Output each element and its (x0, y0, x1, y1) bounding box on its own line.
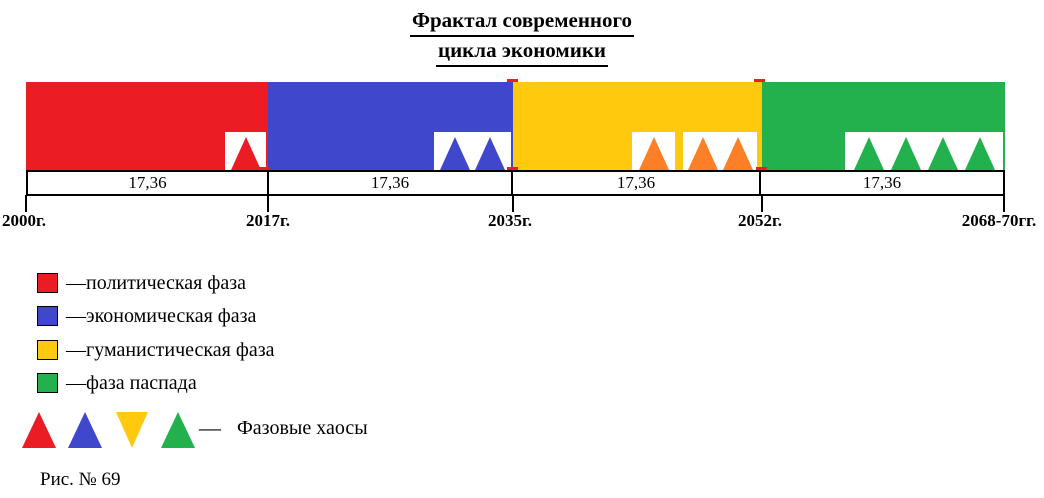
year-label-2068-70: 2068-70гг. (961, 211, 1037, 230)
page-title: Фрактал современного цикла экономики (0, 7, 1044, 67)
phase-bar-political (26, 82, 268, 170)
duration-strip: 17,36 17,36 17,36 17,36 (26, 170, 1005, 196)
boundary-artifact (507, 79, 518, 82)
chaos-triangle (687, 137, 718, 170)
axis-tick-2035 (512, 195, 514, 212)
legend-label-humanistic: —гуманистическая фаза (66, 338, 275, 361)
duration-cell-political: 17,36 (28, 172, 270, 194)
legend-swatch-humanistic (37, 340, 58, 360)
chaos-legend-triangle-blue (68, 412, 102, 448)
duration-cell-economic: 17,36 (269, 172, 514, 194)
legend-item-decay: —фаза паспада (37, 371, 197, 395)
axis-tick-2052 (761, 195, 763, 212)
chaos-triangle (853, 137, 884, 170)
axis-tick-2000 (25, 195, 27, 212)
chaos-legend-triangle-green (161, 412, 195, 448)
chaos-triangle (638, 137, 669, 170)
title-line-2: цикла экономики (435, 37, 609, 67)
chaos-triangle (722, 137, 753, 170)
figure-caption: Рис. № 69 (40, 469, 121, 490)
legend-label-political: —политическая фаза (66, 271, 246, 294)
phase-bar-humanistic (513, 82, 762, 170)
year-label-2017: 2017г. (245, 211, 291, 230)
chaos-box-humanistic-1 (632, 132, 675, 170)
duration-cell-humanistic: 17,36 (513, 172, 761, 194)
chaos-triangle (230, 137, 261, 170)
chaos-legend-triangle-red (22, 412, 56, 448)
phase-bar-decay (762, 82, 1005, 170)
title-line-1: Фрактал современного (409, 7, 635, 37)
year-label-2000: 2000г. (2, 211, 47, 230)
legend-item-economic: —экономическая фаза (37, 304, 256, 328)
legend-swatch-decay (37, 373, 58, 393)
year-label-2035: 2035г. (487, 211, 533, 230)
legend-label-decay: —фаза паспада (66, 371, 197, 394)
boundary-artifact (258, 167, 269, 170)
boundary-artifact (756, 167, 767, 170)
legend-item-humanistic: —гуманистическая фаза (37, 338, 274, 362)
legend-swatch-political (37, 273, 58, 293)
chaos-box-economic (434, 132, 511, 170)
chaos-box-political (225, 132, 266, 170)
phase-bar-economic (268, 82, 513, 170)
chaos-legend-label: Фазовые хаосы (237, 417, 368, 439)
legend-label-economic: —экономическая фаза (66, 304, 257, 327)
year-label-2052: 2052г. (737, 211, 783, 230)
axis-tick-2068 (1003, 195, 1005, 212)
legend-swatch-economic (37, 306, 58, 326)
chaos-triangle (964, 137, 995, 170)
boundary-artifact (754, 79, 765, 82)
chaos-box-decay (845, 132, 1003, 170)
chaos-triangle (890, 137, 921, 170)
chaos-legend-triangle-yellow (116, 412, 148, 448)
boundary-artifact (507, 167, 518, 170)
chaos-box-humanistic-2 (683, 132, 757, 170)
chaos-triangle (440, 137, 470, 170)
phase-bars (26, 82, 1005, 170)
chaos-legend-dash: — (199, 415, 221, 440)
duration-cell-decay: 17,36 (862, 173, 902, 192)
chaos-triangle (927, 137, 958, 170)
chaos-triangle (475, 137, 505, 170)
axis-tick-2017 (267, 195, 269, 212)
legend-item-political: —политическая фаза (37, 271, 246, 295)
